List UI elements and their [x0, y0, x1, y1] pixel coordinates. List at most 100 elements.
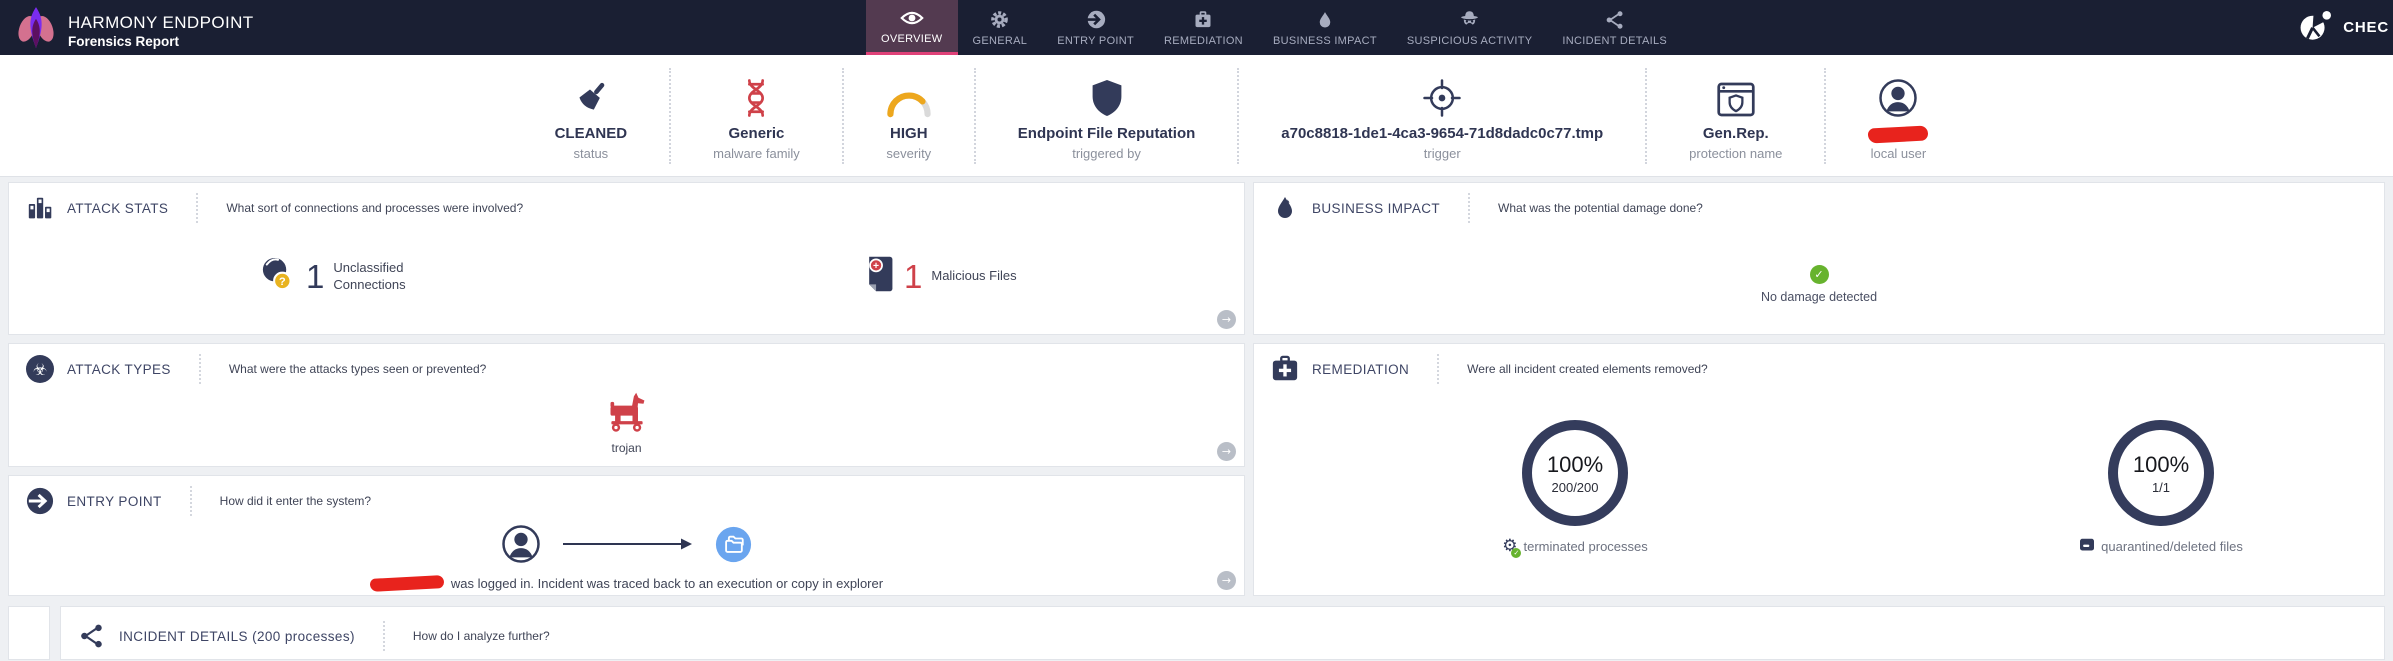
tab-label: REMEDIATION	[1164, 34, 1243, 47]
expand-button[interactable]: →	[1217, 571, 1236, 590]
gear-icon	[989, 9, 1010, 31]
status-label: status	[573, 146, 609, 161]
malware-family-label: malware family	[713, 146, 800, 161]
malware-family-value: Generic	[728, 125, 785, 142]
gauge-ring: 100% 200/200	[1522, 420, 1628, 526]
summary-malware-family: Generic malware family	[671, 70, 842, 161]
attack-stats-panel: ATTACK STATS What sort of connections an…	[8, 182, 1245, 335]
stat-value: 1	[904, 257, 923, 295]
share-icon	[1605, 9, 1625, 31]
tab-incident-details[interactable]: INCIDENT DETAILS	[1547, 0, 1682, 55]
flame-icon	[1270, 193, 1300, 223]
divider	[382, 621, 385, 651]
panel-question: How did it enter the system?	[219, 494, 372, 508]
flame-icon	[1316, 9, 1334, 31]
tab-overview[interactable]: OVERVIEW	[866, 0, 958, 55]
divider	[196, 193, 199, 223]
panel-question: What sort of connections and processes w…	[226, 201, 524, 215]
bar-chart-icon	[25, 193, 55, 223]
tab-general[interactable]: GENERAL	[958, 0, 1043, 55]
shield-icon	[1089, 70, 1125, 118]
main-content: ATTACK STATS What sort of connections an…	[0, 177, 2393, 660]
panel-title: BUSINESS IMPACT	[1312, 200, 1441, 216]
divider	[198, 354, 201, 384]
gauge-percent: 100%	[1546, 451, 1604, 477]
terminated-process-icon: ⚙ ✓	[1502, 538, 1522, 558]
panel-question: How do I analyze further?	[412, 629, 550, 643]
gauge-label: terminated processes	[1523, 539, 1648, 554]
quarantined-file-icon	[2079, 538, 2095, 555]
spy-icon	[1459, 9, 1480, 31]
svg-text:+: +	[873, 261, 879, 272]
tab-remediation[interactable]: REMEDIATION	[1149, 0, 1258, 55]
biohazard-icon: ☣	[25, 354, 55, 384]
business-impact-panel: BUSINESS IMPACT What was the potential d…	[1253, 182, 2385, 335]
panel-title: REMEDIATION	[1312, 361, 1410, 377]
status-value: CLEANED	[554, 125, 628, 142]
tab-label: BUSINESS IMPACT	[1272, 34, 1377, 47]
trigger-value: a70c8818-1de1-4ca3-9654-71d8dadc0c77.tmp	[1281, 125, 1604, 142]
arrow-circle-icon	[25, 486, 55, 516]
attack-type-label: trojan	[611, 441, 642, 455]
app-title: HARMONY ENDPOINT	[68, 13, 254, 33]
summary-status: CLEANED status	[513, 70, 670, 161]
summary-protection-name: Gen.Rep. protection name	[1647, 70, 1824, 161]
gauge-ratio: 200/200	[1551, 479, 1599, 495]
divider	[1645, 67, 1648, 164]
divider	[669, 67, 672, 164]
triggered-by-value: Endpoint File Reputation	[1017, 125, 1196, 142]
panel-title: INCIDENT DETAILS (200 processes)	[119, 628, 355, 644]
globe-question-icon: ?	[259, 255, 297, 298]
share-icon	[77, 621, 107, 651]
svg-text:?: ?	[279, 276, 286, 288]
no-damage-text: No damage detected	[1760, 290, 1878, 304]
divider	[973, 67, 976, 164]
checkpoint-logo-icon	[2298, 8, 2334, 48]
attack-types-panel: ☣ ATTACK TYPES What were the attacks typ…	[8, 343, 1245, 467]
divider	[1437, 354, 1440, 384]
attack-type-item: trojan	[9, 390, 1244, 455]
summary-triggered-by: Endpoint File Reputation triggered by	[976, 70, 1237, 161]
divider	[1824, 67, 1827, 164]
entry-point-description: was logged in. Incident was traced back …	[9, 575, 1244, 592]
divider	[1468, 193, 1471, 223]
quarantined-files-gauge: 100% 1/1 quarantined/deleted files	[2080, 420, 2243, 555]
malicious-files-stat: + 1 Malicious Files	[864, 255, 1021, 298]
stat-label: Malicious Files	[931, 268, 1017, 284]
stat-label: Unclassified Connections	[333, 260, 406, 292]
tab-suspicious-activity[interactable]: SUSPICIOUS ACTIVITY	[1392, 0, 1548, 55]
user-icon	[1878, 70, 1918, 118]
redacted-username	[1868, 125, 1929, 144]
redacted-username	[369, 575, 445, 592]
tab-entry-point[interactable]: ENTRY POINT	[1042, 0, 1149, 55]
expand-button[interactable]: →	[1217, 442, 1236, 461]
expand-button[interactable]: →	[1217, 310, 1236, 329]
gauge-label: quarantined/deleted files	[2101, 539, 2243, 554]
triggered-by-label: triggered by	[1072, 146, 1141, 161]
gauge-ring: 100% 1/1	[2108, 420, 2214, 526]
panel-question: Were all incident created elements remov…	[1467, 362, 1708, 376]
app-header: HARMONY ENDPOINT Forensics Report OVERVI…	[0, 0, 2393, 55]
gauge-percent: 100%	[2132, 451, 2190, 477]
tab-label: SUSPICIOUS ACTIVITY	[1406, 34, 1533, 47]
divider	[841, 67, 844, 164]
tab-business-impact[interactable]: BUSINESS IMPACT	[1258, 0, 1392, 55]
entry-point-flow	[9, 524, 1244, 569]
panel-question: What were the attacks types seen or prev…	[228, 362, 487, 376]
gauge-icon	[886, 70, 932, 118]
remediation-panel: REMEDIATION Were all incident created el…	[1253, 343, 2385, 596]
tab-label: OVERVIEW	[881, 33, 943, 45]
app-subtitle: Forensics Report	[68, 33, 180, 49]
incident-details-panel: INCIDENT DETAILS (200 processes) How do …	[60, 606, 2385, 660]
target-icon	[1422, 70, 1462, 118]
eye-icon	[900, 7, 924, 29]
divider	[189, 486, 192, 516]
tab-label: GENERAL	[972, 34, 1028, 47]
nav-tabs: OVERVIEW GENERAL ENTRY POINT REMEDIATION	[866, 0, 1682, 55]
stat-value: 1	[306, 257, 325, 295]
explorer-folder-icon	[715, 526, 752, 568]
summary-severity: HIGH severity	[844, 70, 974, 161]
summary-trigger: a70c8818-1de1-4ca3-9654-71d8dadc0c77.tmp…	[1239, 70, 1645, 161]
first-aid-icon	[1270, 354, 1300, 384]
app-shield-icon	[1716, 70, 1756, 118]
